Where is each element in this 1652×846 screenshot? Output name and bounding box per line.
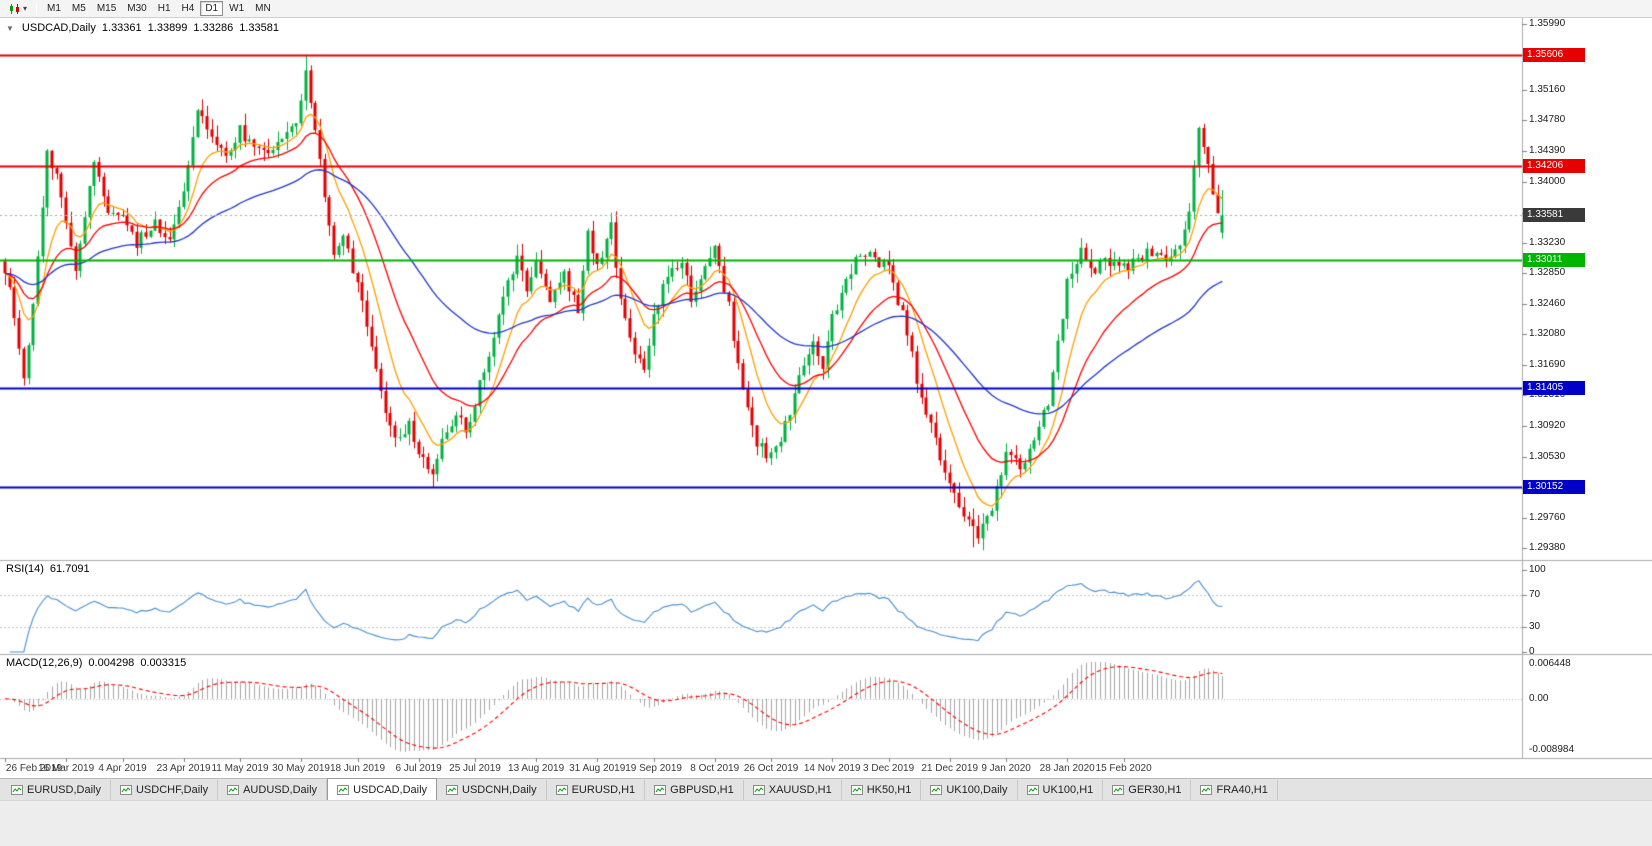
chart-tab-xauusd-h1[interactable]: XAUUSD,H1 <box>744 780 842 800</box>
chart-tab-icon <box>752 785 765 795</box>
chart-tab-uk100-h1[interactable]: UK100,H1 <box>1018 780 1104 800</box>
chart-tab-label: USDCNH,Daily <box>462 784 537 796</box>
timeframe-button-d1[interactable]: D1 <box>200 1 224 16</box>
chart-tab-icon <box>119 785 132 795</box>
timeframe-button-mn[interactable]: MN <box>250 1 276 16</box>
chart-tab-icon <box>555 785 568 795</box>
chart-tab-icon <box>446 785 459 795</box>
status-bar <box>0 800 1652 846</box>
chart-tab-eurusd-daily[interactable]: EURUSD,Daily <box>2 780 111 800</box>
chart-tab-eurusd-h1[interactable]: EURUSD,H1 <box>547 780 646 800</box>
rsi-value: 61.7091 <box>49 563 90 575</box>
chart-tab-icon <box>337 784 350 795</box>
chart-tab-bar: EURUSD,Daily USDCHF,Daily AUDUSD,Daily USDC… <box>0 778 1652 800</box>
timeframe-button-w1[interactable]: W1 <box>224 1 249 16</box>
chart-tab-ger30-h1[interactable]: GER30,H1 <box>1103 780 1192 800</box>
timeframe-button-m5[interactable]: M5 <box>67 1 91 16</box>
timeframe-button-h4[interactable]: H4 <box>177 1 200 16</box>
candlestick-chart-icon <box>10 3 19 14</box>
chart-tab-icon <box>1026 785 1039 795</box>
chart-tab-label: AUDUSD,Daily <box>243 784 318 796</box>
chart-tab-icon <box>227 785 240 795</box>
chart-tab-label: XAUUSD,H1 <box>768 784 832 796</box>
timeframe-button-m1[interactable]: M1 <box>42 1 66 16</box>
price-chart-canvas[interactable] <box>0 18 1652 778</box>
chart-tab-audusd-daily[interactable]: AUDUSD,Daily <box>218 780 328 800</box>
toolbar-separator <box>36 2 38 15</box>
chart-tab-icon <box>1112 785 1125 795</box>
chart-tab-icon <box>654 785 667 795</box>
macd-signal-value: 0.003315 <box>140 657 187 669</box>
open-value: 1.33361 <box>101 22 142 34</box>
rsi-header: RSI(14) 61.7091 <box>6 563 90 575</box>
close-value: 1.33581 <box>239 22 279 34</box>
chart-tab-icon <box>11 785 23 795</box>
chart-tab-label: EURUSD,Daily <box>27 784 101 796</box>
chart-tab-gbpusd-h1[interactable]: GBPUSD,H1 <box>645 780 744 800</box>
high-value: 1.33899 <box>147 22 188 34</box>
chart-tab-label: FRA40,H1 <box>1216 784 1268 796</box>
chart-tab-label: GBPUSD,H1 <box>670 784 734 796</box>
collapse-arrow-icon[interactable]: ▼ <box>6 23 14 33</box>
timeframe-button-h1[interactable]: H1 <box>153 1 176 16</box>
chart-tab-icon <box>930 785 943 795</box>
chart-tab-usdchf-daily[interactable]: USDCHF,Daily <box>111 780 219 800</box>
chart-tab-uk100-daily[interactable]: UK100,Daily <box>921 780 1018 800</box>
chart-tab-label: UK100,Daily <box>946 784 1008 796</box>
chart-tab-label: USDCHF,Daily <box>135 784 209 796</box>
chart-tab-fra40-h1[interactable]: FRA40,H1 <box>1191 780 1278 800</box>
chart-window: ▼ USDCAD,Daily 1.33361 1.33899 1.33286 1… <box>0 18 1652 778</box>
chart-tab-label: USDCAD,Daily <box>353 783 428 796</box>
rsi-indicator-name: RSI(14) <box>6 563 44 575</box>
macd-indicator-name: MACD(12,26,9) <box>6 657 83 669</box>
chart-type-button[interactable]: ▾ <box>4 1 31 17</box>
macd-main-value: 0.004298 <box>88 657 135 669</box>
symbol-label: USDCAD,Daily <box>21 22 96 34</box>
timeframe-group: M1 M5 M15 M30 H1 H4 D1 W1 MN <box>42 1 276 16</box>
chart-tab-usdcnh-daily[interactable]: USDCNH,Daily <box>437 780 547 800</box>
chart-tab-label: UK100,H1 <box>1042 784 1094 796</box>
chevron-down-icon: ▾ <box>23 3 28 13</box>
chart-tab-label: GER30,H1 <box>1128 784 1182 796</box>
chart-tab-hk50-h1[interactable]: HK50,H1 <box>842 780 922 800</box>
timeframe-button-m30[interactable]: M30 <box>122 1 151 16</box>
macd-header: MACD(12,26,9) 0.004298 0.003315 <box>6 657 186 669</box>
chart-tab-label: HK50,H1 <box>866 784 912 796</box>
chart-tab-usdcad-daily[interactable]: USDCAD,Daily <box>327 778 438 800</box>
low-value: 1.33286 <box>193 22 234 34</box>
chart-tab-icon <box>850 785 863 795</box>
toolbar: ▾ M1 M5 M15 M30 H1 H4 D1 W1 MN <box>0 0 1652 18</box>
chart-ohlc-header: ▼ USDCAD,Daily 1.33361 1.33899 1.33286 1… <box>6 22 279 34</box>
chart-tab-icon <box>1200 785 1213 795</box>
timeframe-button-m15[interactable]: M15 <box>92 1 121 16</box>
chart-tab-label: EURUSD,H1 <box>571 784 636 796</box>
